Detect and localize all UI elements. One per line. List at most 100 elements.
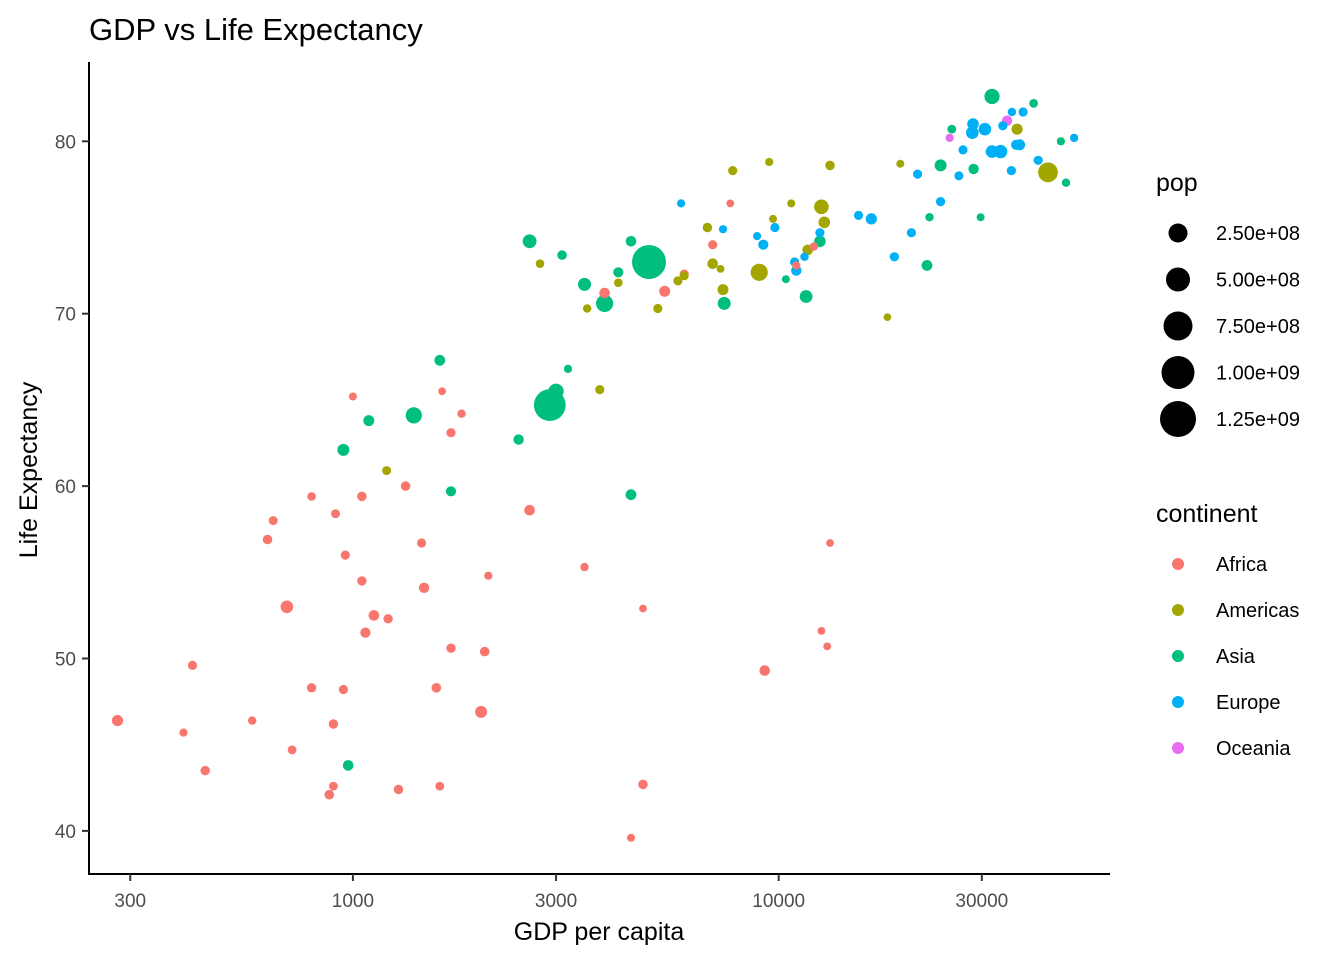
y-tick-label: 80	[55, 132, 76, 153]
data-point	[814, 199, 829, 215]
data-point	[707, 258, 718, 270]
data-point	[625, 236, 637, 247]
data-point	[954, 171, 964, 181]
data-point	[360, 627, 371, 638]
data-point	[187, 660, 198, 671]
data-point	[913, 169, 923, 179]
data-point	[328, 719, 339, 729]
data-point	[1007, 107, 1017, 117]
data-point	[726, 199, 735, 208]
data-point	[945, 133, 954, 142]
data-point	[475, 705, 488, 718]
size-legend-label: 1.00e+09	[1216, 363, 1300, 385]
data-point	[750, 263, 768, 281]
data-point	[792, 261, 801, 270]
color-legend-label: Europe	[1216, 692, 1281, 714]
points-layer	[111, 88, 1079, 842]
size-legend-swatch	[1168, 223, 1188, 243]
data-point	[823, 642, 832, 651]
data-point	[400, 481, 411, 491]
size-legend-swatch	[1160, 401, 1196, 437]
data-point	[383, 614, 393, 624]
data-point	[479, 646, 490, 657]
color-legend-label: Africa	[1216, 554, 1268, 576]
data-point	[625, 489, 637, 501]
data-point	[329, 781, 338, 791]
data-point	[248, 716, 257, 725]
x-axis-title: GDP per capita	[514, 918, 685, 946]
data-point	[936, 197, 946, 207]
data-point	[1038, 162, 1058, 183]
data-point	[1029, 99, 1038, 108]
data-point	[947, 124, 957, 134]
data-point	[753, 232, 762, 241]
color-legend-swatch	[1172, 558, 1184, 570]
data-point	[639, 604, 647, 613]
data-point	[200, 765, 210, 776]
data-point	[342, 760, 354, 771]
data-point	[578, 277, 591, 291]
data-point	[179, 728, 188, 737]
data-point	[759, 665, 770, 676]
data-point	[889, 252, 900, 262]
data-point	[1069, 133, 1079, 143]
color-legend-items: Africa Americas Asia Europe Oceania	[1172, 554, 1299, 760]
data-point	[438, 387, 446, 396]
data-point	[818, 216, 831, 229]
data-point	[337, 443, 350, 456]
data-point	[825, 160, 835, 171]
data-point	[262, 534, 273, 545]
data-point	[708, 240, 718, 250]
data-point	[717, 296, 731, 310]
color-legend-label: Oceania	[1216, 738, 1291, 760]
data-point	[1011, 123, 1023, 135]
data-point	[865, 213, 877, 225]
data-point	[357, 491, 367, 502]
color-legend-swatch	[1172, 742, 1184, 754]
data-point	[958, 145, 968, 155]
data-point	[613, 267, 624, 278]
data-point	[998, 121, 1008, 131]
data-point	[896, 159, 905, 168]
data-point	[968, 163, 979, 175]
x-tick-label: 3000	[535, 891, 577, 912]
size-legend-label: 7.50e+08	[1216, 316, 1300, 338]
data-point	[1033, 155, 1043, 165]
data-point	[1011, 139, 1022, 150]
data-point	[548, 383, 564, 399]
data-point	[967, 118, 979, 130]
data-point	[677, 199, 686, 208]
data-point	[513, 434, 524, 445]
data-point	[787, 199, 796, 208]
data-point	[978, 122, 992, 136]
size-legend-swatch	[1166, 267, 1190, 292]
color-legend: continent Africa Americas Asia Europe Oceani…	[1156, 500, 1299, 760]
size-legend-swatch	[1163, 311, 1193, 341]
data-point	[718, 225, 728, 234]
data-point	[324, 789, 335, 800]
size-legend-label: 2.50e+08	[1216, 223, 1300, 245]
data-point	[363, 415, 375, 427]
color-legend-swatch	[1172, 650, 1184, 662]
data-point	[817, 627, 826, 635]
data-point	[557, 250, 567, 260]
data-point	[338, 684, 348, 695]
data-point	[340, 550, 350, 560]
chart-title: GDP vs Life Expectancy	[89, 12, 423, 47]
data-point	[431, 683, 442, 693]
color-legend-swatch	[1172, 696, 1184, 708]
size-legend-label: 1.25e+09	[1216, 409, 1300, 431]
data-point	[765, 157, 774, 167]
data-point	[679, 271, 689, 281]
size-legend-label: 5.00e+08	[1216, 270, 1300, 292]
y-tick-label: 60	[55, 477, 76, 498]
data-point	[524, 504, 535, 516]
data-point	[1056, 137, 1065, 146]
data-point	[446, 428, 456, 438]
data-point	[348, 392, 357, 401]
x-tick-label: 1000	[332, 891, 374, 912]
data-point	[906, 228, 917, 238]
data-point	[563, 364, 573, 373]
color-legend-label: Asia	[1216, 646, 1256, 668]
